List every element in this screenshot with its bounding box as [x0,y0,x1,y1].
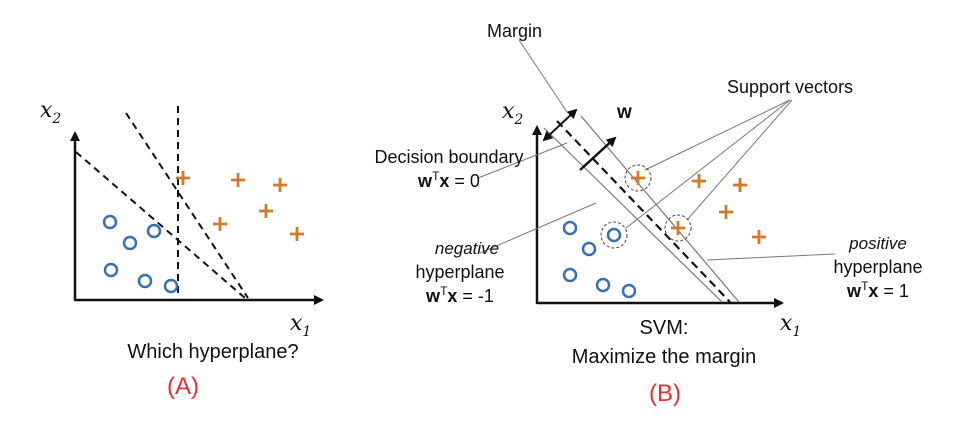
margin-label: Margin [487,21,542,41]
support-leader-3 [625,99,791,229]
margin-arrow [542,108,578,142]
panel-b-y-axis-label: x2 [502,99,523,128]
support-leader-2 [686,99,793,221]
panel-b-plus [733,178,747,192]
positive-leader [706,253,836,261]
panel-a-plus [213,217,227,231]
negative-hyperplane-label: hyperplane [415,262,504,282]
panel-b-plus [631,171,645,185]
panel-b-plus [719,205,733,219]
positive-label: positive [848,234,907,253]
panel-a-plus [290,227,304,241]
negative-leader [479,202,597,254]
support-vector-halo [624,164,652,192]
panel-a-circle [146,223,162,239]
positive-hyperplane-label: hyperplane [833,257,922,277]
panel-a-plus [273,178,287,192]
support-vectors-label: Support vectors [727,77,853,97]
panel-b-circle [606,227,622,243]
negative-hyperplane-equation: wTx = -1 [425,284,494,306]
panel-b-circle [581,241,597,257]
negative-hyperplane [543,127,723,303]
decision-boundary [556,120,731,303]
panel-b-circle [621,283,637,299]
negative-label: negative [435,239,499,258]
w-vector-label: w [616,102,632,123]
panel-a-hyperplane-1 [75,151,246,299]
panel-b-circle [595,277,611,293]
panel-a-circle [122,235,138,251]
panel-a-caption: Which hyperplane? [127,341,298,363]
margin-leader [518,39,568,113]
panel-a-circle [163,278,179,294]
support-vector-halo [664,214,692,242]
panel-a-circle [137,273,153,289]
positive-hyperplane-equation: wTx = 1 [846,279,909,301]
panel-b: x2 x1 Margin w Support vectors Decision … [374,21,922,407]
panel-b-circle [562,267,578,283]
panel-b-tag: (B) [649,380,681,407]
support-vector-halo [600,221,628,249]
panel-a-y-axis-label: x2 [40,98,61,127]
panel-b-plus [692,174,706,188]
positive-hyperplane [580,115,740,303]
w-vector-arrow [579,136,617,171]
panel-b-plus [671,221,685,235]
panel-a-x-axis-label: x1 [290,311,311,340]
panel-a-tag: (A) [167,373,199,400]
decision-boundary-equation: wTx = 0 [417,169,480,191]
panel-a-plus [231,173,245,187]
panel-b-x-axis-label: x1 [780,311,801,340]
panel-a-plus [259,204,273,218]
panel-a-circle [102,214,118,230]
panel-b-plus [752,230,766,244]
panel-b-caption-line2: Maximize the margin [572,346,757,368]
panel-a-plus [176,171,190,185]
panel-a-circle [103,262,119,278]
support-leader-1 [644,99,791,171]
panel-a: x2 x1 Which hyperplane? (A) [40,98,324,400]
decision-boundary-label: Decision boundary [374,147,523,167]
decision-leader [477,142,568,179]
panel-b-caption-line1: SVM: [640,317,689,339]
panel-a-hyperplane-2 [125,112,249,299]
panel-b-circle [562,220,578,236]
